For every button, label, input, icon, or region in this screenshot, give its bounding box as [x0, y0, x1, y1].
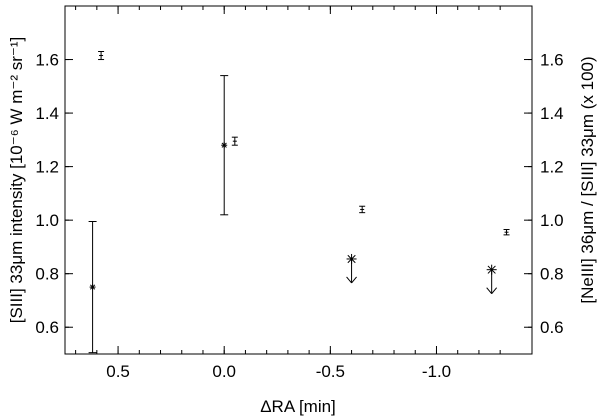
y-tick-label-right: 1.2 [540, 158, 564, 177]
data-marks [88, 51, 510, 354]
upper-limit-arrow-head [346, 276, 352, 284]
y-axis-label-left: [SIII] 33μm intensity [10⁻⁶ W m⁻² sr⁻¹] [7, 37, 26, 324]
y-tick-label-right: 1.4 [540, 104, 564, 123]
y-tick-label-left: 0.6 [35, 318, 59, 337]
y-tick-label-left: 1.0 [35, 211, 59, 230]
ratio-point [359, 205, 366, 214]
y-tick-label-right: 1.0 [540, 211, 564, 230]
y-axis-label-right: [NeIII] 36μm / [SIII] 33μm (x 100) [578, 56, 597, 303]
plot-frame [64, 5, 533, 355]
asterisk-stroke [89, 284, 96, 290]
asterisk-stroke [221, 142, 227, 148]
y-tick-label-left: 0.8 [35, 265, 59, 284]
x-tick-label: -0.5 [316, 362, 345, 381]
ratio-point [98, 51, 105, 61]
x-tick-label: 0.5 [106, 362, 130, 381]
ratio-point [503, 229, 510, 236]
x-axis-label: ΔRA [min] [260, 397, 336, 416]
upper-limit-arrow-head [351, 276, 357, 284]
y-tick-label-right: 0.8 [540, 265, 564, 284]
upper-limit-point [486, 264, 498, 294]
upper-limit-arrow-head [486, 287, 493, 294]
intensity-point [89, 284, 96, 291]
y-tick-label-left: 1.6 [35, 51, 59, 70]
y-tick-label-right: 1.6 [540, 51, 564, 70]
upper-limit-arrow-head [491, 287, 498, 294]
upper-limit-point [346, 253, 357, 284]
intensity-point [221, 142, 228, 149]
x-tick-label: -1.0 [422, 362, 451, 381]
ratio-point [231, 136, 238, 146]
y-tick-label-left: 1.2 [35, 158, 59, 177]
axis-ticks: 0.5 0.0 -0.5 -1.0 0.6 0.6 0.8 0.8 1.0 1.0 1.2 1.2 1.… [35, 6, 564, 381]
x-tick-label: 0.0 [212, 362, 236, 381]
y-tick-label-left: 1.4 [35, 104, 59, 123]
y-tick-label-right: 0.6 [540, 318, 564, 337]
